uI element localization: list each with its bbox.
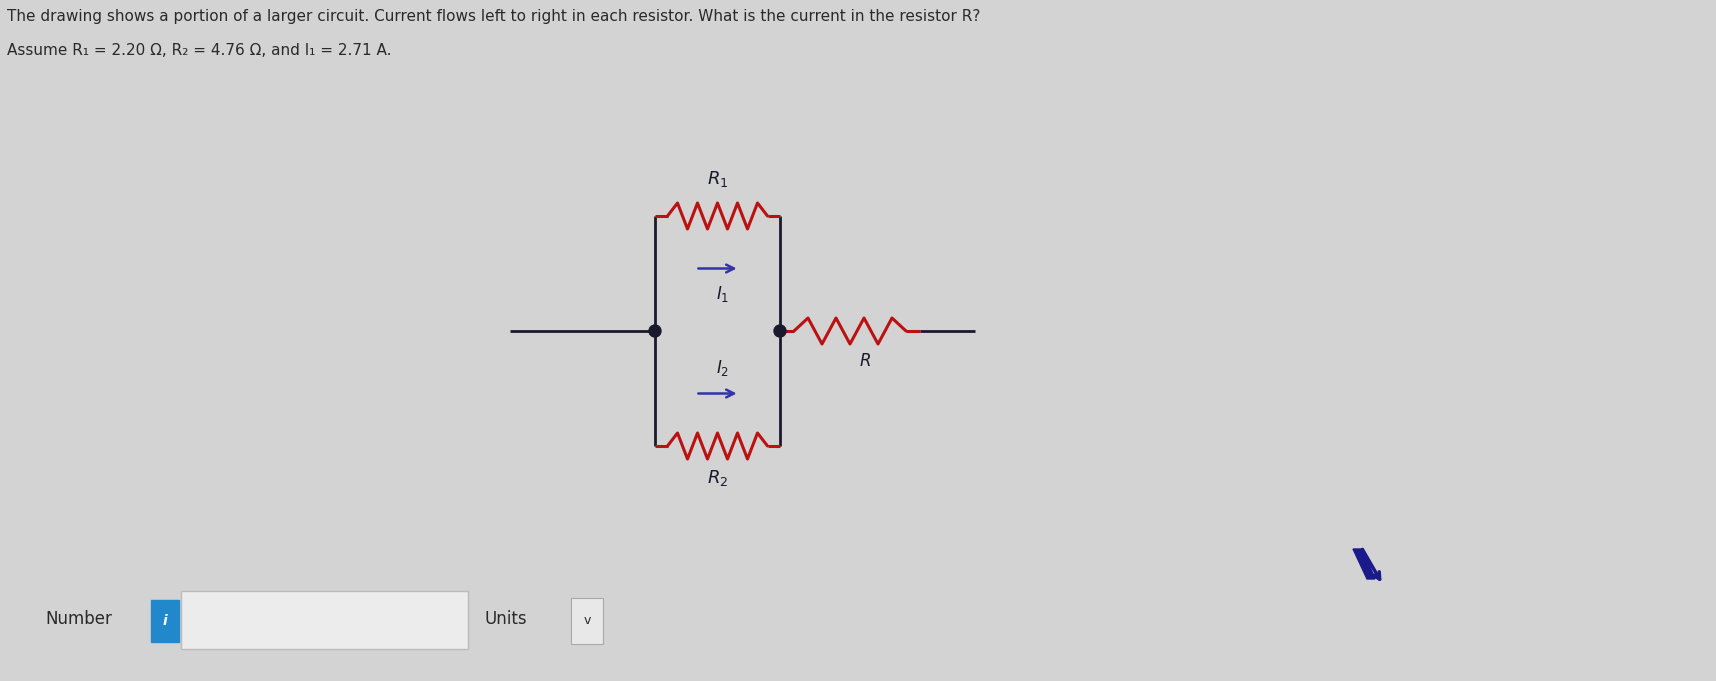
- Text: $I_1$: $I_1$: [716, 283, 729, 304]
- Text: $R$: $R$: [860, 353, 872, 370]
- Text: i: i: [163, 614, 168, 628]
- Text: $R_1$: $R_1$: [707, 169, 728, 189]
- FancyBboxPatch shape: [571, 598, 602, 644]
- Text: Assume R₁ = 2.20 Ω, R₂ = 4.76 Ω, and I₁ = 2.71 A.: Assume R₁ = 2.20 Ω, R₂ = 4.76 Ω, and I₁ …: [7, 43, 391, 58]
- FancyBboxPatch shape: [151, 600, 178, 642]
- Text: v: v: [583, 614, 590, 627]
- Polygon shape: [1352, 549, 1375, 579]
- Text: $I_2$: $I_2$: [716, 358, 729, 379]
- Circle shape: [774, 325, 786, 337]
- FancyBboxPatch shape: [180, 591, 468, 649]
- Text: $R_2$: $R_2$: [707, 468, 728, 488]
- Text: Units: Units: [486, 610, 527, 628]
- Text: Number: Number: [45, 610, 112, 628]
- Text: The drawing shows a portion of a larger circuit. Current flows left to right in : The drawing shows a portion of a larger …: [7, 9, 980, 24]
- Circle shape: [649, 325, 661, 337]
